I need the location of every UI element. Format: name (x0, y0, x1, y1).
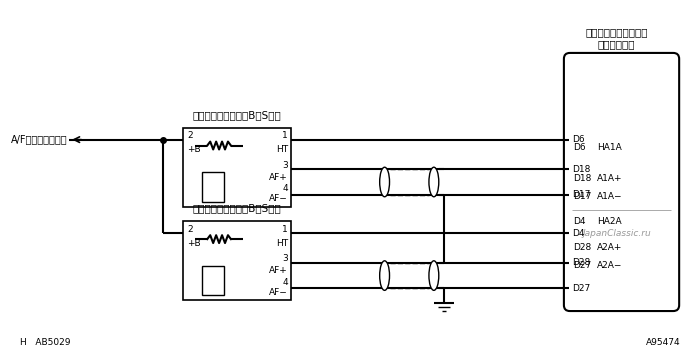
Text: D27: D27 (572, 284, 590, 293)
Text: D18: D18 (573, 173, 591, 182)
Text: +B: +B (188, 145, 201, 154)
Text: HT: HT (276, 145, 288, 154)
Text: JapanClassic.ru: JapanClassic.ru (582, 229, 651, 238)
Text: エンジンコントロール: エンジンコントロール (585, 27, 648, 37)
Bar (183, 222, 291, 300)
Text: A1A+: A1A+ (598, 173, 623, 182)
Text: 1: 1 (282, 225, 288, 234)
Bar (202, 172, 224, 202)
Text: D28: D28 (573, 243, 591, 252)
Ellipse shape (429, 167, 439, 197)
Text: D4: D4 (572, 229, 584, 238)
Ellipse shape (429, 261, 439, 290)
Text: AF+: AF+ (269, 266, 288, 275)
Text: A95474: A95474 (646, 338, 680, 348)
Text: D6: D6 (572, 135, 584, 144)
Text: D6: D6 (573, 143, 585, 152)
Text: クウネンヒセンサ（B１S１）: クウネンヒセンサ（B１S１） (193, 110, 282, 120)
Text: D4: D4 (573, 217, 585, 226)
Text: +B: +B (188, 239, 201, 248)
Text: コンピュータ: コンピュータ (598, 39, 635, 49)
Ellipse shape (380, 261, 390, 290)
Text: 3: 3 (282, 254, 288, 263)
Text: D18: D18 (572, 165, 590, 174)
Text: 4: 4 (282, 278, 288, 287)
Text: A1A−: A1A− (598, 192, 623, 201)
Text: HA1A: HA1A (598, 143, 622, 152)
Text: 1: 1 (282, 131, 288, 140)
Text: 4: 4 (282, 184, 288, 193)
Text: H   AB5029: H AB5029 (20, 338, 70, 348)
Text: 2: 2 (188, 131, 193, 140)
Bar (183, 128, 291, 207)
Text: A2A+: A2A+ (598, 243, 623, 252)
Text: A2A−: A2A− (598, 261, 623, 270)
Text: AF−: AF− (269, 288, 288, 297)
Text: 3: 3 (282, 161, 288, 170)
Text: AF−: AF− (269, 194, 288, 203)
Text: HT: HT (276, 239, 288, 248)
Text: HA2A: HA2A (598, 217, 622, 226)
Text: D17: D17 (572, 190, 590, 199)
FancyBboxPatch shape (564, 53, 679, 311)
Text: AF+: AF+ (269, 173, 288, 182)
Text: 2: 2 (188, 225, 193, 234)
Text: D17: D17 (573, 192, 591, 201)
Text: D27: D27 (573, 261, 591, 270)
Ellipse shape (380, 167, 390, 197)
Text: A/Fヒータリレーへ: A/Fヒータリレーへ (11, 135, 68, 145)
Bar (202, 266, 224, 295)
Text: D28: D28 (572, 258, 590, 267)
Text: クウネンヒセンサ（B２S１）: クウネンヒセンサ（B２S１） (193, 203, 282, 214)
